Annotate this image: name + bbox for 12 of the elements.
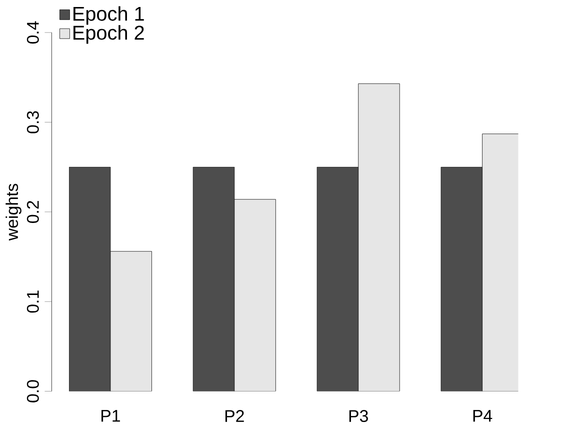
x-tick-label: P1 xyxy=(101,410,120,422)
y-tick-label: 0.0 xyxy=(26,380,39,403)
y-axis-title: weights xyxy=(6,184,22,241)
y-tick-label: 0.3 xyxy=(26,111,39,134)
x-tick-label: P4 xyxy=(473,410,492,422)
y-tick-label: 0.2 xyxy=(26,201,39,224)
x-tick-label: P3 xyxy=(349,410,368,422)
y-tick-label: 0.1 xyxy=(26,290,39,313)
legend-label: Epoch 1 xyxy=(74,6,144,25)
legend-label: Epoch 2 xyxy=(74,25,144,44)
y-tick-label: 0.4 xyxy=(26,21,39,44)
x-tick-label: P2 xyxy=(225,410,244,422)
